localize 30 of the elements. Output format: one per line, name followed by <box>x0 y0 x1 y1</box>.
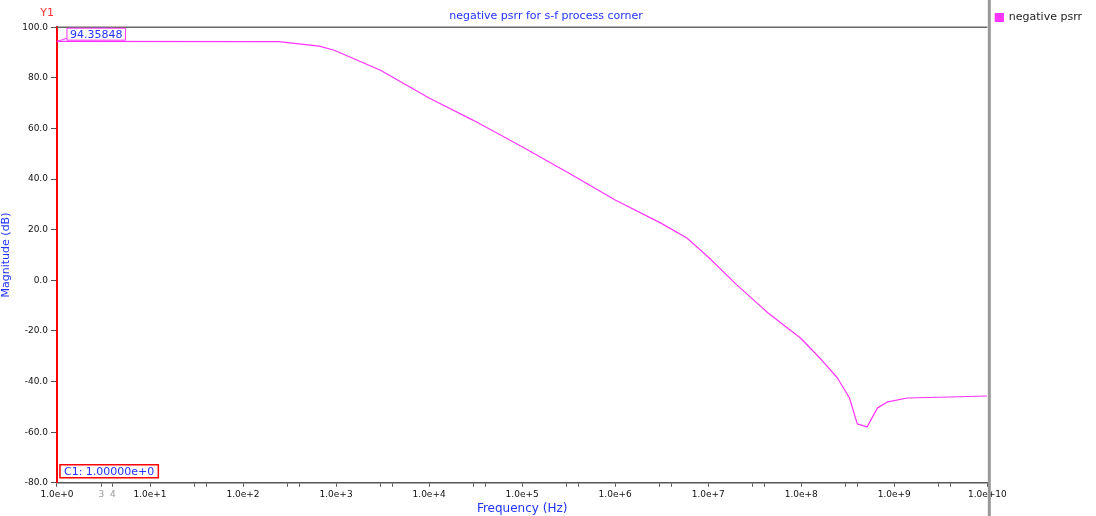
x-tick-label: 1.0e+2 <box>226 488 260 499</box>
x-tick-label: 4 <box>110 488 117 499</box>
y-tick-label: -40.0 <box>24 375 49 386</box>
y-tick-label: -80.0 <box>24 477 49 488</box>
x-tick-label: 1.0e+9 <box>877 488 912 499</box>
x-tick-label: 1.0e+10 <box>967 488 1008 499</box>
x-tick-label: 1.0e+0 <box>40 488 74 499</box>
y-tick-label: 80.0 <box>27 72 49 83</box>
x-axis-title: Frequency (Hz) <box>476 500 568 515</box>
text: Y1 <box>39 6 54 20</box>
x-tick-label: 1.0e+1 <box>133 488 167 499</box>
y-tick-label: -20.0 <box>24 325 49 336</box>
annotation: C1: 1.00000e+0 <box>63 464 155 478</box>
y-tick-label: 20.0 <box>27 224 49 235</box>
x-tick-label: 1.0e+7 <box>691 488 725 499</box>
y-tick-label: 100.0 <box>22 21 49 32</box>
legend-label: negative psrr <box>1008 10 1083 24</box>
y-tick-label: 60.0 <box>27 122 49 133</box>
y-tick-label: -60.0 <box>24 426 49 437</box>
x-tick-label: 1.0e+8 <box>784 488 819 499</box>
chart-title: negative psrr for s-f process corner <box>449 9 644 23</box>
y-tick-label: 40.0 <box>27 173 49 184</box>
x-tick-label: 1.0e+4 <box>412 488 446 499</box>
x-tick-label: 1.0e+3 <box>319 488 353 499</box>
x-tick-label: 1.0e+5 <box>505 488 539 499</box>
y-axis-title: Magnitude (dB) <box>0 212 13 298</box>
annotation: 94.35848 <box>69 27 123 41</box>
x-tick-label: 3 <box>98 488 105 499</box>
x-tick-label: 1.0e+6 <box>598 488 633 499</box>
y-tick-label: 0.0 <box>33 274 49 285</box>
